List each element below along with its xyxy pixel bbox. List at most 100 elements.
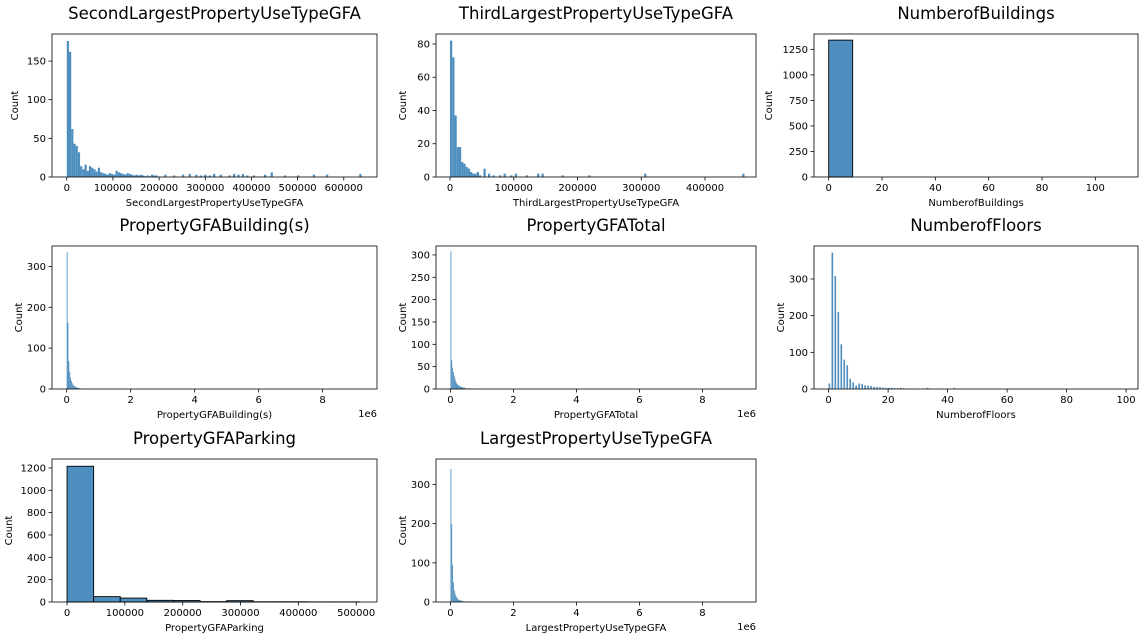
histogram-bar bbox=[873, 386, 875, 389]
x-axis-label: ThirdLargestPropertyUseTypeGFA bbox=[512, 198, 679, 209]
histogram-bar bbox=[882, 387, 884, 389]
y-tick-label: 80 bbox=[417, 39, 430, 50]
histogram-bar bbox=[487, 173, 491, 177]
y-tick-label: 150 bbox=[411, 317, 430, 328]
histogram-bar bbox=[834, 276, 837, 389]
histogram-bar bbox=[454, 593, 456, 602]
histogram-bar bbox=[459, 386, 461, 389]
histogram-bar bbox=[66, 40, 69, 178]
histogram-bar bbox=[510, 175, 513, 177]
x-tick-label: 4 bbox=[573, 608, 579, 619]
histogram-bar bbox=[926, 387, 929, 389]
panel-title: ThirdLargestPropertyUseTypeGFA bbox=[458, 4, 734, 23]
x-tick-label: 500000 bbox=[337, 608, 375, 619]
y-tick-label: 800 bbox=[27, 508, 46, 519]
x-tick-label: 100 bbox=[1117, 395, 1136, 406]
axes-frame bbox=[813, 33, 1139, 178]
histogram-bar bbox=[82, 169, 85, 177]
histogram-bar bbox=[843, 359, 846, 389]
y-axis-label: Count bbox=[398, 91, 409, 121]
histogram-bar bbox=[100, 172, 103, 177]
histogram-bar bbox=[828, 39, 854, 178]
x-tick-label: 400000 bbox=[686, 183, 724, 194]
axes-frame bbox=[51, 245, 378, 390]
y-tick-label: 100 bbox=[411, 558, 430, 569]
histogram-bar bbox=[503, 173, 506, 177]
y-tick-label: 100 bbox=[27, 95, 46, 106]
histogram-bar bbox=[75, 146, 78, 177]
x-tick-label: 0 bbox=[64, 608, 70, 619]
histogram-bar bbox=[84, 164, 87, 177]
histogram-bar bbox=[119, 173, 123, 177]
panel-title: PropertyGFAParking bbox=[133, 429, 296, 448]
histogram-bar bbox=[69, 371, 71, 389]
axes-frame bbox=[51, 33, 378, 178]
histogram-bar bbox=[469, 388, 471, 389]
x-tick-label: 600000 bbox=[325, 183, 363, 194]
histogram-bar bbox=[119, 597, 148, 603]
histogram-bar bbox=[885, 387, 887, 389]
histogram-bar bbox=[455, 381, 457, 389]
histogram-bar bbox=[876, 386, 878, 389]
histogram-bar bbox=[199, 175, 202, 177]
histogram-bar bbox=[246, 175, 249, 177]
x-tick-label: 0 bbox=[64, 183, 70, 194]
histogram-bar bbox=[97, 167, 101, 177]
x-axis-label: NumberofFloors bbox=[936, 410, 1016, 421]
histogram-bar bbox=[456, 383, 458, 389]
x-tick-label: 200000 bbox=[558, 183, 596, 194]
x-tick-label: 20 bbox=[882, 395, 895, 406]
histogram-bar bbox=[452, 564, 454, 602]
axis-offset-text: 1e6 bbox=[737, 409, 756, 420]
histogram-bar bbox=[95, 171, 98, 177]
x-tick-label: 400000 bbox=[279, 608, 317, 619]
histogram-bar bbox=[208, 175, 211, 177]
histogram-bar bbox=[88, 166, 92, 177]
histogram-bar bbox=[77, 152, 81, 177]
histogram-bar bbox=[454, 379, 456, 389]
y-axis-label: Count bbox=[4, 516, 15, 546]
x-tick-label: 8 bbox=[319, 395, 325, 406]
histogram-bar bbox=[464, 387, 465, 389]
histogram-bar bbox=[80, 166, 83, 177]
histogram-bar bbox=[66, 252, 68, 389]
histogram-bar bbox=[588, 175, 591, 177]
histogram-bar bbox=[139, 174, 143, 177]
histogram-bar bbox=[93, 169, 96, 177]
y-tick-label: 50 bbox=[33, 134, 46, 145]
histogram-bar bbox=[131, 174, 134, 177]
y-tick-label: 100 bbox=[27, 344, 46, 355]
histogram-bar bbox=[452, 57, 455, 177]
histogram-bar bbox=[891, 387, 893, 389]
histogram-bar bbox=[312, 174, 315, 177]
y-tick-label: 300 bbox=[411, 480, 430, 491]
histogram-bar bbox=[462, 387, 464, 389]
histogram-bar bbox=[828, 383, 831, 389]
y-tick-label: 200 bbox=[27, 575, 46, 586]
x-tick-label: 0 bbox=[825, 395, 831, 406]
x-tick-label: 6 bbox=[636, 395, 642, 406]
y-tick-label: 750 bbox=[789, 96, 808, 107]
y-tick-label: 500 bbox=[789, 121, 808, 132]
histogram-bar bbox=[71, 383, 73, 389]
histogram-bar bbox=[91, 167, 94, 177]
histogram-bar bbox=[108, 173, 112, 177]
histogram-bar bbox=[840, 344, 843, 389]
histogram-bar bbox=[458, 599, 459, 602]
histogram-bar bbox=[458, 385, 459, 389]
histogram-bar bbox=[155, 175, 158, 177]
x-tick-label: 300000 bbox=[622, 183, 660, 194]
y-tick-label: 0 bbox=[802, 385, 808, 396]
x-tick-label: 8 bbox=[699, 395, 705, 406]
histogram-bar bbox=[71, 380, 72, 389]
x-tick-label: 60 bbox=[1001, 395, 1014, 406]
histogram-bar bbox=[68, 361, 70, 389]
histogram-bar bbox=[124, 174, 127, 177]
histogram-bar bbox=[453, 372, 454, 389]
x-tick-label: 0 bbox=[825, 183, 831, 194]
y-tick-label: 200 bbox=[27, 303, 46, 314]
y-tick-label: 60 bbox=[417, 73, 430, 84]
histogram-bar bbox=[644, 173, 647, 177]
histogram-bar bbox=[263, 174, 267, 177]
